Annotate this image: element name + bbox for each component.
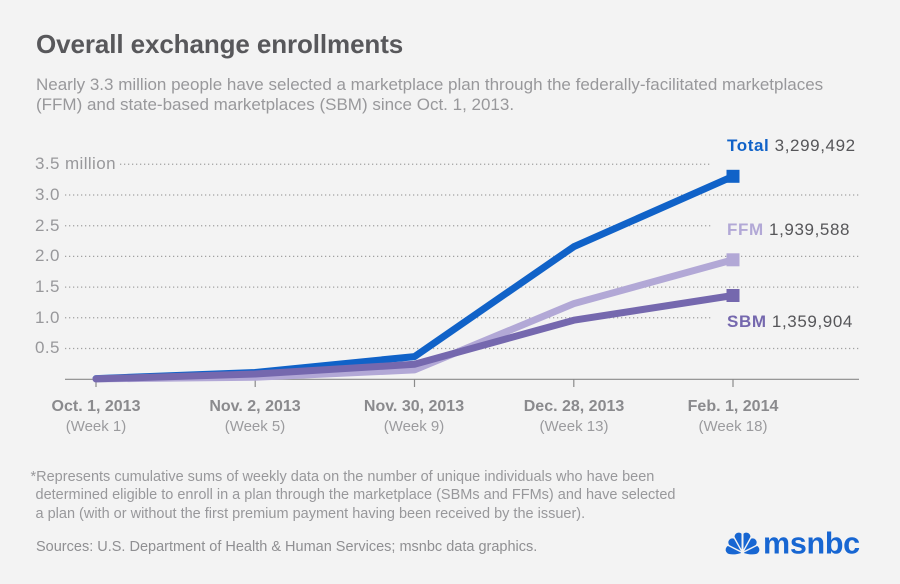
svg-text:msnbc: msnbc bbox=[763, 526, 860, 560]
